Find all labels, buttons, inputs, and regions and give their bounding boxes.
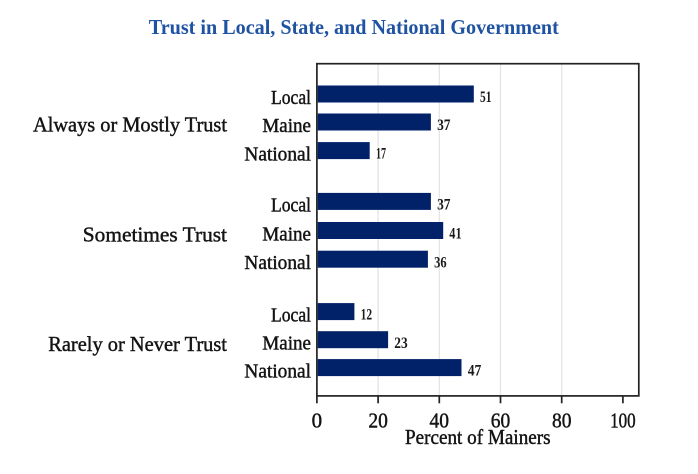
svg-text:17: 17	[376, 146, 386, 163]
svg-text:Maine: Maine	[262, 333, 311, 355]
svg-text:National: National	[244, 144, 311, 166]
svg-text:37: 37	[437, 197, 450, 214]
svg-text:Maine: Maine	[262, 115, 311, 137]
svg-text:80: 80	[552, 409, 572, 433]
svg-text:51: 51	[480, 89, 492, 106]
svg-text:37: 37	[437, 117, 450, 134]
svg-text:60: 60	[491, 409, 511, 433]
svg-text:41: 41	[449, 226, 461, 243]
svg-text:0: 0	[312, 409, 323, 433]
svg-text:Percent of Mainers: Percent of Mainers	[405, 425, 551, 449]
svg-text:National: National	[244, 252, 311, 274]
svg-text:100: 100	[610, 409, 636, 433]
svg-text:Maine: Maine	[262, 224, 311, 246]
svg-text:Local: Local	[271, 194, 311, 216]
svg-text:12: 12	[361, 307, 373, 324]
svg-text:40: 40	[430, 409, 450, 433]
svg-text:20: 20	[368, 409, 388, 433]
svg-text:National: National	[244, 361, 311, 383]
svg-text:Rarely or Never Trust: Rarely or Never Trust	[48, 332, 227, 356]
svg-text:23: 23	[394, 335, 407, 352]
svg-text:Trust in Local, State, and Nat: Trust in Local, State, and National Gove…	[149, 15, 559, 39]
svg-text:36: 36	[434, 254, 447, 271]
svg-text:47: 47	[468, 363, 482, 380]
svg-text:Sometimes Trust: Sometimes Trust	[83, 222, 227, 246]
svg-text:Always or Mostly Trust: Always or Mostly Trust	[33, 113, 227, 137]
svg-text:Local: Local	[271, 305, 311, 327]
svg-text:Local: Local	[271, 87, 311, 109]
